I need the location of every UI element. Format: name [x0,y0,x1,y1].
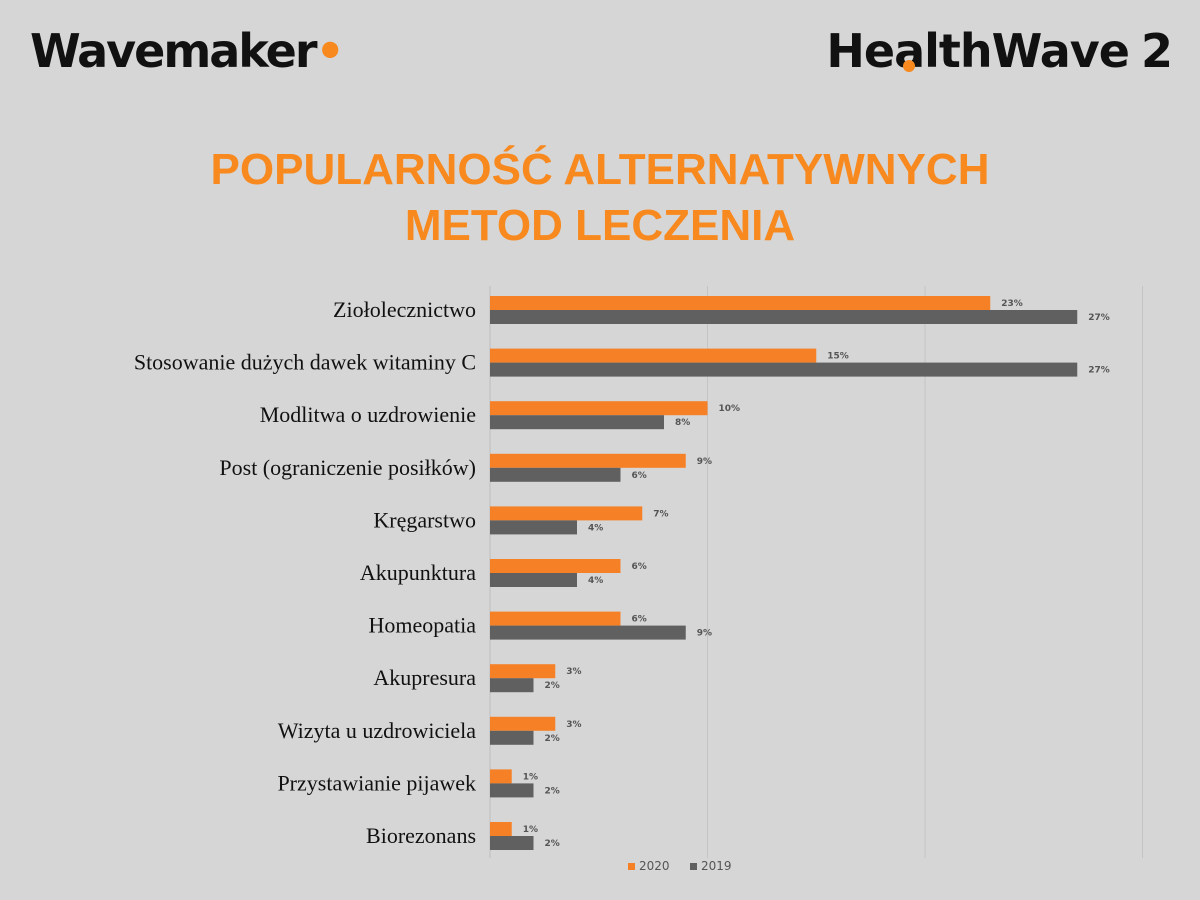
data-label-2020: 7% [653,509,668,519]
logo-dot-icon: • [315,24,345,78]
data-label-2020: 23% [1001,299,1023,309]
wavemaker-logo: Wavemaker• [30,24,345,78]
bar-2019 [490,783,534,798]
bar-2019 [490,520,577,535]
healthwave-logo-accent: a [894,24,925,78]
category-label: Ziołolecznictwo [333,297,476,322]
chart-title-line-2: METOD LECZENIA [404,201,796,250]
healthwave-logo-number: 2 [1140,24,1173,78]
bar-2020 [490,506,643,521]
category-label: Stosowanie dużych dawek witaminy C [134,350,476,375]
data-label-2019: 2% [545,734,560,744]
bar-2020 [490,611,621,626]
category-label: Akupunktura [360,560,476,585]
legend-swatch-2019 [690,863,697,870]
data-label-2019: 2% [545,681,560,691]
healthwave-logo-post: lthWave [924,24,1130,78]
data-label-2020: 6% [632,562,647,572]
category-label: Homeopatia [368,613,476,638]
bar-2019 [490,678,534,693]
data-label-2020: 15% [827,352,849,362]
bar-2019 [490,467,621,482]
legend-swatch-2020 [628,863,635,870]
healthwave-logo-pre: He [826,24,895,78]
data-label-2019: 2% [545,786,560,796]
legend-label-2019: 2019 [701,859,732,873]
bar-2020 [490,664,556,679]
bar-2020 [490,716,556,731]
legend-label-2020: 2020 [639,859,670,873]
wavemaker-logo-text: Wavemaker [30,24,318,78]
category-label: Kręgarstwo [373,507,476,532]
data-label-2019: 27% [1088,366,1110,376]
bar-2019 [490,625,686,640]
data-label-2019: 2% [545,839,560,849]
category-label: Biorezonans [366,823,476,848]
category-label: Modlitwa o uzdrowienie [260,402,476,427]
data-label-2020: 1% [523,772,538,782]
bar-2020 [490,769,512,784]
data-label-2019: 9% [697,629,712,639]
healthwave-logo: HealthWave 2 [826,24,1173,78]
data-label-2020: 1% [523,825,538,835]
category-label: Wizyta u uzdrowiciela [278,718,476,743]
bar-2019 [490,836,534,850]
data-label-2020: 3% [566,720,581,730]
data-label-2020: 10% [719,404,741,414]
data-label-2019: 8% [675,418,690,428]
data-label-2019: 4% [588,576,603,586]
data-label-2020: 6% [632,615,647,625]
category-label: Post (ograniczenie posiłków) [219,455,476,480]
data-label-2019: 4% [588,523,603,533]
category-label: Akupresura [373,665,476,690]
bar-2019 [490,415,664,430]
chart-title-line-1: POPULARNOŚĆ ALTERNATYWNYCH [210,145,990,194]
bar-2020 [490,559,621,573]
bar-2020 [490,822,512,836]
bar-2019 [490,310,1078,324]
data-label-2020: 3% [566,667,581,677]
bar-2020 [490,401,708,416]
data-label-2020: 9% [697,457,712,467]
category-label: Przystawianie pijawek [277,770,476,795]
bar-2020 [490,453,686,468]
data-label-2019: 6% [632,471,647,481]
bar-2020 [490,348,817,363]
bar-2019 [490,730,534,745]
bar-2019 [490,573,577,587]
chart-title: POPULARNOŚĆ ALTERNATYWNYCH METOD LECZENI… [0,142,1200,254]
data-label-2019: 27% [1088,313,1110,323]
bar-2020 [490,296,991,310]
bar-2019 [490,362,1078,377]
